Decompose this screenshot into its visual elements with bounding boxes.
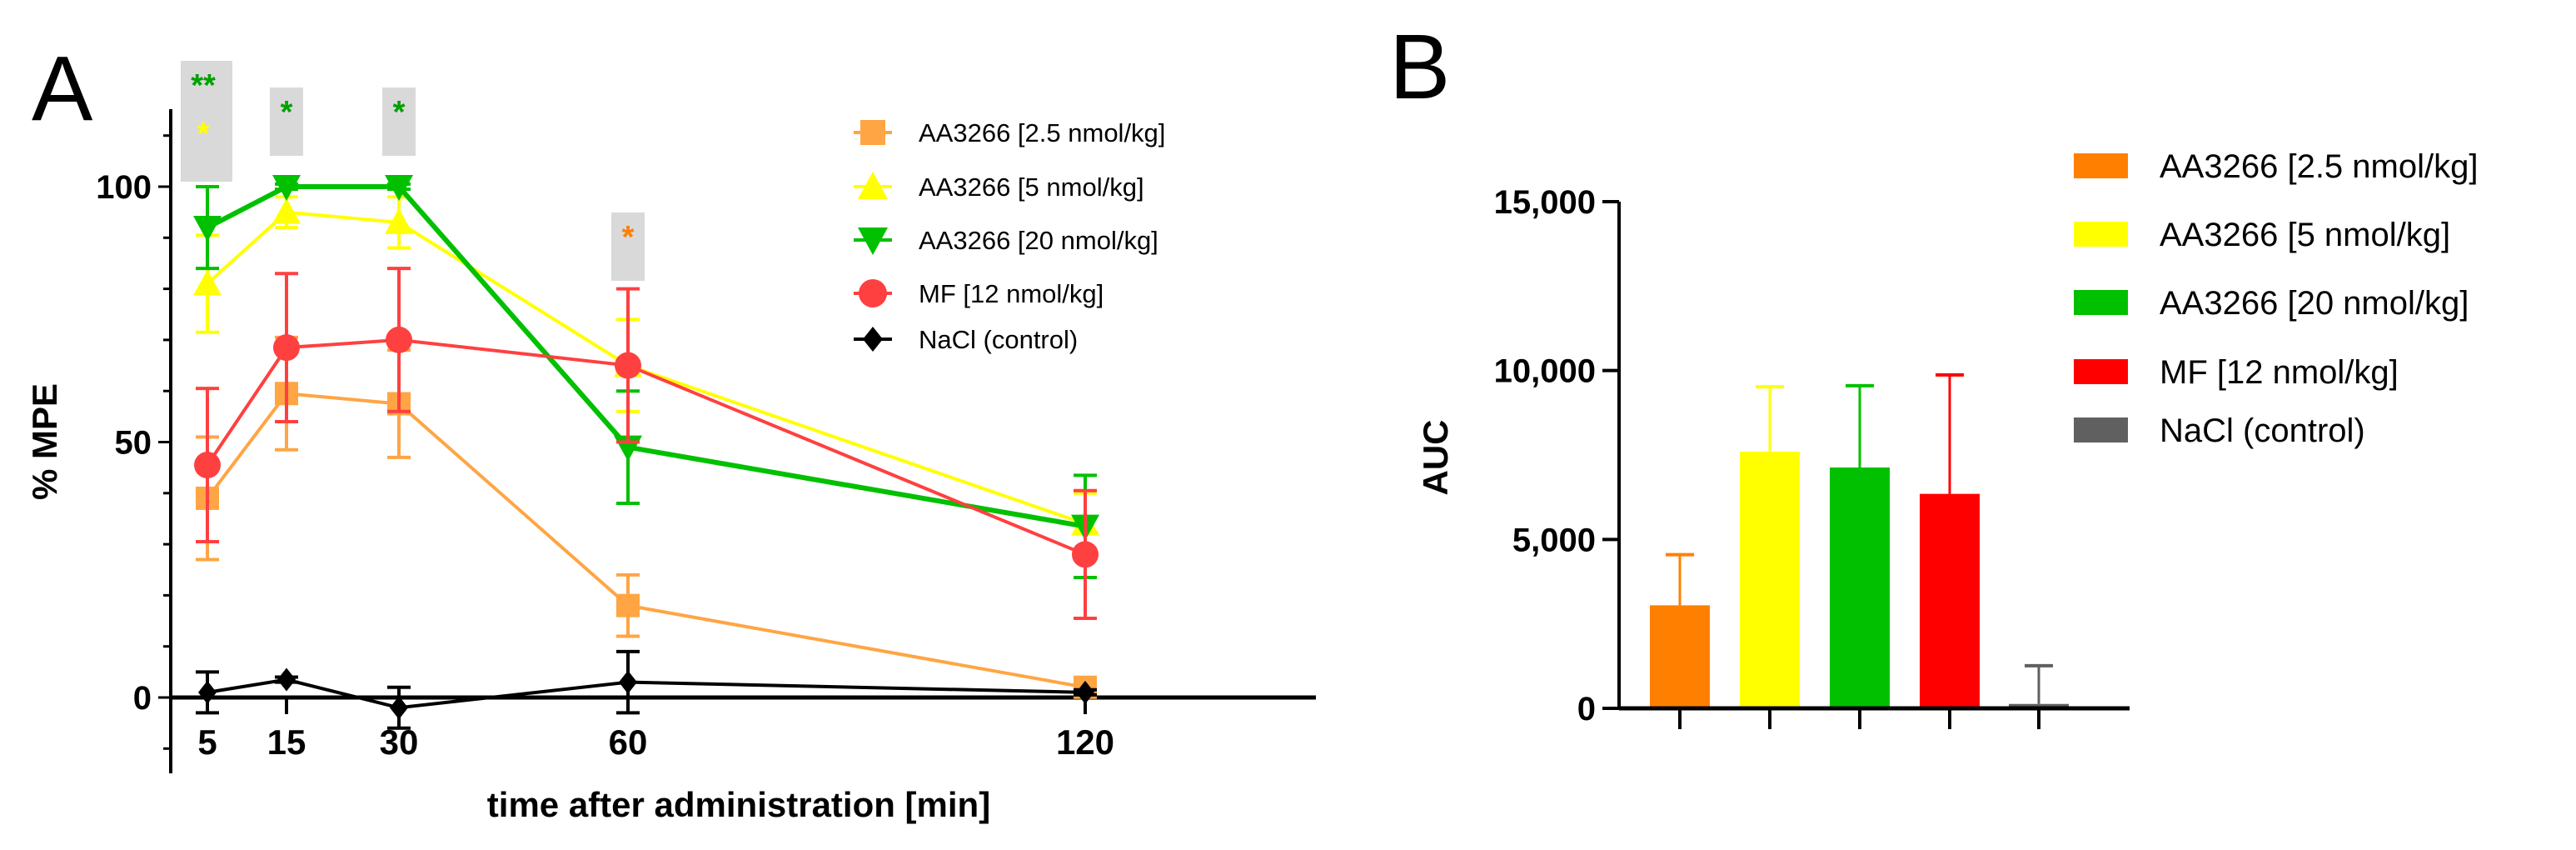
legend-swatch <box>2074 290 2128 315</box>
triangle-up-marker <box>385 208 413 234</box>
panel-label-b: B <box>1389 16 1450 118</box>
circle-marker <box>615 352 641 379</box>
series-line <box>207 678 1086 710</box>
significance-box <box>382 88 416 156</box>
circle-marker <box>194 452 221 479</box>
y-tick-label: 5,000 <box>1512 522 1596 558</box>
bar <box>2009 703 2069 708</box>
diamond-marker <box>863 327 883 352</box>
panel-label-a: A <box>32 38 93 140</box>
bar <box>1650 605 1710 708</box>
significance-box <box>181 61 232 182</box>
legend-label: AA3266 [20 nmol/kg] <box>919 226 1158 255</box>
significance-marker: * <box>197 117 210 152</box>
legend-swatch <box>2074 153 2128 178</box>
legend-label: AA3266 [20 nmol/kg] <box>2160 285 2469 322</box>
diamond-marker <box>198 680 217 704</box>
y-tick-label: 10,000 <box>1494 353 1596 390</box>
circle-marker <box>1072 541 1099 568</box>
legend-label: MF [12 nmol/kg] <box>919 279 1104 308</box>
significance-marker: * <box>622 220 635 255</box>
chart-b-bar: 0 5,000 10,000 15,000 AA3266 [2.5 nmol/kg] AA… <box>1494 148 2478 729</box>
bar <box>1920 493 1980 708</box>
legend-swatch <box>2074 222 2128 247</box>
x-tick-label: 5 <box>197 722 217 762</box>
legend-label: AA3266 [2.5 nmol/kg] <box>2160 148 2478 185</box>
x-tick-label: 60 <box>609 722 648 762</box>
x-tick-label: 15 <box>267 722 306 762</box>
x-tick-label: 120 <box>1056 722 1114 762</box>
legend-label: AA3266 [5 nmol/kg] <box>2160 217 2450 253</box>
diamond-marker <box>390 696 408 720</box>
triangle-up-marker <box>193 269 222 296</box>
series-0 <box>196 335 1097 699</box>
legend-label: AA3266 [2.5 nmol/kg] <box>919 118 1165 148</box>
significance-marker: * <box>281 95 293 130</box>
triangle-down-marker <box>858 228 888 255</box>
significance-box <box>270 88 303 156</box>
legend-swatch <box>2074 418 2128 442</box>
chart-b-y-axis-label: AUC <box>1416 420 1455 496</box>
triangle-up-marker <box>272 198 301 224</box>
series-3 <box>194 267 1099 620</box>
triangle-down-marker <box>272 175 301 201</box>
bar <box>1830 467 1890 708</box>
diamond-marker <box>277 668 296 692</box>
y-tick-label: 100 <box>96 169 152 206</box>
significance-marker: * <box>393 95 406 130</box>
triangle-up-marker <box>858 172 888 199</box>
legend-label: AA3266 [5 nmol/kg] <box>919 172 1144 202</box>
significance-box <box>611 212 645 281</box>
legend-label: NaCl (control) <box>2160 412 2365 449</box>
diamond-marker <box>1076 680 1094 704</box>
diamond-marker <box>619 670 637 694</box>
y-tick-label: 15,000 <box>1494 184 1596 221</box>
triangle-down-marker <box>385 175 413 201</box>
y-tick-label: 0 <box>133 680 152 717</box>
chart-a-x-axis-label: time after administration [min] <box>487 785 990 824</box>
circle-marker <box>859 279 887 308</box>
series-line <box>206 338 1086 557</box>
legend-label: MF [12 nmol/kg] <box>2160 354 2399 391</box>
y-tick-label: 50 <box>115 425 152 462</box>
y-tick-label: 0 <box>1577 691 1596 728</box>
significance-marker: ** <box>191 68 216 103</box>
square-marker <box>616 593 640 618</box>
legend-swatch <box>2074 359 2128 384</box>
chart-a-y-axis-label: % MPE <box>25 383 64 500</box>
square-marker <box>860 120 885 145</box>
triangle-down-marker <box>193 216 222 242</box>
bar <box>1740 451 1800 708</box>
circle-marker <box>386 326 412 353</box>
series-line <box>206 392 1086 689</box>
series-4 <box>196 649 1097 730</box>
legend-label: NaCl (control) <box>919 325 1078 354</box>
series-line <box>206 210 1086 526</box>
circle-marker <box>273 334 300 362</box>
